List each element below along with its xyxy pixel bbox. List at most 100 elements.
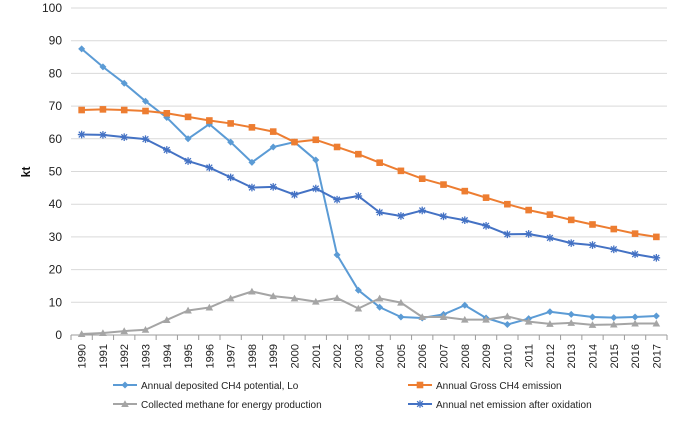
y-tick-label: 20 — [49, 263, 63, 277]
data-point — [248, 183, 256, 192]
data-point — [397, 313, 405, 321]
data-point — [205, 163, 214, 172]
legend-item: Collected methane for energy production — [113, 400, 322, 411]
data-point — [248, 287, 256, 295]
data-point — [546, 320, 554, 327]
axes — [70, 334, 668, 340]
data-point — [120, 79, 128, 87]
data-point — [162, 316, 171, 323]
x-tick-label: 1993 — [141, 344, 153, 368]
x-tick-label: 2003 — [353, 344, 365, 368]
data-point — [567, 216, 575, 224]
y-tick-label: 80 — [49, 66, 63, 80]
legend-item: Annual net emission after oxidation — [408, 400, 592, 411]
x-tick-label: 2016 — [630, 344, 642, 368]
data-point — [503, 312, 512, 320]
data-point — [482, 194, 490, 201]
data-point — [397, 212, 405, 220]
data-point — [631, 313, 639, 321]
x-tick-label: 2005 — [396, 344, 408, 368]
data-point — [184, 157, 192, 165]
data-point — [226, 173, 235, 182]
data-point — [609, 245, 618, 254]
data-point — [652, 319, 661, 327]
data-point — [248, 124, 256, 131]
data-point — [226, 294, 235, 302]
data-point — [311, 297, 320, 305]
y-axis-label: kt — [19, 167, 33, 178]
data-point — [269, 292, 278, 300]
x-tick-label: 2008 — [460, 344, 472, 368]
data-point — [610, 314, 618, 322]
legend-item: Annual Gross CH4 emission — [408, 381, 562, 392]
x-tick-labels: 1990 1991 1992 1993 1994 1995 1996 1997 1998 1999… — [77, 344, 664, 368]
data-point — [290, 294, 299, 302]
series-line — [80, 48, 657, 326]
x-tick-label: 1992 — [119, 344, 131, 368]
data-point — [461, 301, 469, 309]
x-tick-label: 1995 — [183, 344, 195, 368]
data-point — [376, 303, 384, 311]
data-point — [269, 183, 278, 191]
data-point — [504, 200, 511, 208]
legend-swatch-marker — [121, 400, 129, 407]
data-point — [333, 294, 341, 302]
data-point — [546, 211, 554, 218]
data-point — [589, 221, 596, 228]
y-tick-label: 10 — [49, 295, 63, 309]
data-point — [206, 117, 213, 124]
data-point — [376, 159, 383, 166]
y-tick-label: 0 — [55, 328, 62, 342]
data-point — [418, 175, 426, 182]
x-tick-label: 1999 — [268, 344, 280, 368]
plot-area — [77, 45, 661, 338]
x-tick-label: 1996 — [204, 344, 216, 368]
data-point — [418, 206, 427, 215]
data-point — [269, 143, 277, 151]
data-point — [652, 254, 661, 262]
data-point — [99, 131, 107, 139]
data-point — [524, 317, 533, 325]
data-point — [460, 315, 469, 323]
data-point — [567, 310, 575, 318]
data-point — [397, 298, 405, 306]
legend-label: Annual deposited CH4 potential, Lo — [141, 381, 299, 392]
data-point — [482, 315, 490, 323]
data-point — [653, 233, 660, 241]
legend-label: Annual Gross CH4 emission — [436, 381, 562, 392]
data-point — [141, 325, 150, 333]
data-point — [609, 320, 618, 328]
x-tick-label: 2015 — [609, 344, 621, 368]
data-point — [418, 313, 427, 321]
data-point — [354, 304, 363, 312]
y-tick-label: 90 — [49, 34, 63, 48]
data-point — [525, 206, 532, 214]
data-point — [610, 225, 618, 233]
data-point — [503, 230, 512, 239]
data-point — [567, 319, 576, 326]
y-tick-label: 70 — [49, 99, 63, 113]
series-1 — [78, 45, 660, 329]
data-point — [631, 319, 639, 327]
y-tick-label: 40 — [49, 197, 63, 211]
data-point — [589, 313, 596, 321]
data-point — [333, 143, 341, 151]
data-point — [439, 212, 448, 221]
data-point — [99, 329, 107, 337]
legend-swatch-marker — [416, 400, 424, 408]
series-3 — [77, 287, 661, 338]
data-point — [588, 241, 597, 249]
data-point — [482, 221, 490, 230]
data-point — [78, 45, 86, 53]
x-tick-label: 1990 — [77, 344, 89, 368]
x-tick-label: 2000 — [290, 344, 302, 368]
x-tick-label: 1991 — [98, 344, 110, 368]
x-tick-label: 2017 — [651, 344, 663, 368]
y-tick-label: 30 — [49, 230, 63, 244]
data-point — [375, 208, 384, 217]
x-tick-label: 2011 — [524, 344, 536, 368]
gridlines — [71, 7, 667, 303]
legend-swatch-marker — [121, 381, 129, 389]
y-tick-label: 60 — [49, 132, 63, 146]
legend-label: Collected methane for energy production — [141, 400, 322, 411]
